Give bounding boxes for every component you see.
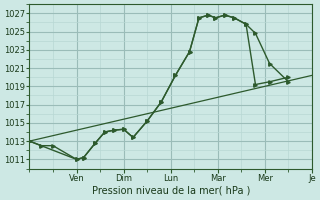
- X-axis label: Pression niveau de la mer( hPa ): Pression niveau de la mer( hPa ): [92, 186, 250, 196]
